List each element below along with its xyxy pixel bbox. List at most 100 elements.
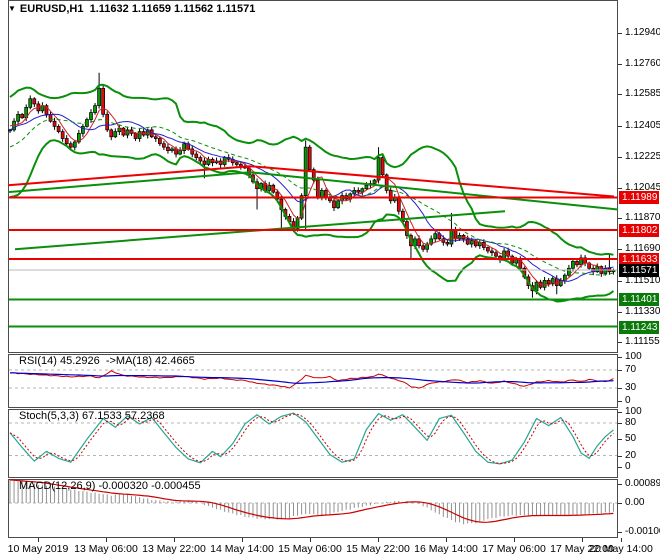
rsi-plot[interactable]: RSI(14) 45.2926 ->MA(18) 42.4665 <box>8 354 618 408</box>
price-tick-label: 1.12045 <box>625 182 660 193</box>
trendline <box>8 171 251 194</box>
price-badge: 1.11571 <box>619 264 659 277</box>
candle-body-bull <box>178 150 182 155</box>
price-scale[interactable]: 1.12940 1.12760 1.12585 1.12405 1.12225 1.120… <box>618 0 660 560</box>
price-badge: 1.11401 <box>619 293 659 306</box>
trendline <box>249 171 618 211</box>
price-tick-mark <box>618 281 622 282</box>
time-tick-mark <box>378 538 379 542</box>
time-label: 14 May 14:00 <box>210 543 274 555</box>
candle-body-bear <box>315 179 320 198</box>
indicator-axis-label: 100 <box>625 406 642 417</box>
price-tick-mark <box>618 249 622 250</box>
time-tick-mark <box>621 538 622 542</box>
indicator-tick-mark <box>618 357 622 358</box>
time-label: 13 May 22:00 <box>142 543 206 555</box>
indicator-axis-label: 80 <box>625 417 637 428</box>
candle-body-bull <box>299 195 304 219</box>
candle-body-bear <box>133 132 138 139</box>
candle-body-bear <box>105 113 110 131</box>
price-tick-mark <box>618 188 622 189</box>
stoch-d-line <box>9 413 614 464</box>
candle-body-bear <box>506 250 510 257</box>
time-label: 17 May 06:00 <box>482 543 546 555</box>
candle-body-bull <box>514 259 519 264</box>
panel-border <box>8 409 618 478</box>
candle-body-bull <box>81 126 85 134</box>
time-label: 16 May 14:00 <box>414 543 478 555</box>
candle-body-bull <box>8 129 12 132</box>
price-badge: 1.11633 <box>619 253 659 266</box>
time-scale[interactable]: 10 May 2019 13 May 06:00 13 May 22:00 14 Ma… <box>0 538 660 560</box>
stochastic-label: Stoch(5,3,3) 67.1533 57.2368 <box>19 410 165 422</box>
candle-body-bear <box>307 146 312 171</box>
indicator-tick-mark <box>618 467 622 468</box>
price-tick-label: 1.12940 <box>625 27 660 38</box>
indicator-axis-label: 50 <box>625 433 637 444</box>
candle-body-bear <box>554 278 559 286</box>
candle-body-bull <box>469 240 474 245</box>
bollinger-upper-band <box>9 83 614 256</box>
price-tick-mark <box>618 94 622 95</box>
candle-body-bull <box>267 184 272 191</box>
indicator-axis-label: 0.000892 <box>625 478 660 489</box>
price-badge: 1.11802 <box>619 224 659 237</box>
candle-body-bear <box>396 197 401 212</box>
candle-body-bear <box>453 229 458 240</box>
stoch-k-line <box>9 412 614 465</box>
indicator-tick-mark <box>618 412 622 413</box>
stochastic-plot[interactable]: Stoch(5,3,3) 67.1533 57.2368 <box>8 409 618 478</box>
candle-body-bull <box>425 243 429 250</box>
rsi-line <box>9 370 614 389</box>
candle-body-bear <box>417 238 421 247</box>
candle-body-bull <box>72 141 77 148</box>
indicator-tick-mark <box>618 532 622 533</box>
candle-body-bear <box>421 245 425 250</box>
candle-body-bull <box>429 238 434 245</box>
candle-body-bear <box>20 113 24 119</box>
chart-title: ▼ EURUSD,H1 1.11632 1.11659 1.11562 1.115… <box>8 3 255 15</box>
candle-body-bear <box>546 280 551 285</box>
candle-body-bull <box>534 281 539 292</box>
price-tick-label: 1.12405 <box>625 120 660 131</box>
main-chart-plot[interactable] <box>8 0 618 353</box>
panel-border <box>8 0 618 353</box>
candle-body-bull <box>550 278 555 285</box>
bollinger-middle-band <box>9 118 614 276</box>
dropdown-arrow-icon: ▼ <box>8 4 16 13</box>
candle-body-bear <box>311 169 316 181</box>
candle-body-bear <box>575 261 579 266</box>
chart-title-text: EURUSD,H1 1.11632 1.11659 1.11562 1.1157… <box>19 3 256 15</box>
candle-body-bull <box>372 179 377 184</box>
time-tick-mark <box>174 538 175 542</box>
rsi-label: RSI(14) 45.2926 ->MA(18) 42.4665 <box>19 355 195 367</box>
candle-body-bear <box>388 190 393 202</box>
price-tick-label: 1.11510 <box>625 275 660 286</box>
candle-body-bear <box>445 241 450 245</box>
candle-body-bull <box>170 148 174 151</box>
candle-body-bull <box>449 229 454 245</box>
candle-body-bull <box>364 184 369 190</box>
macd-plot[interactable]: MACD(12,26,9) -0.000320 -0.000455 <box>8 479 618 538</box>
indicator-axis-label: 30 <box>625 382 637 393</box>
indicator-tick-mark <box>618 370 622 371</box>
time-label: 15 May 06:00 <box>278 543 342 555</box>
candle-body-bear <box>486 247 490 252</box>
trendline <box>249 165 615 198</box>
candle-body-bull <box>579 257 583 266</box>
candle-body-bull <box>97 88 101 107</box>
price-badge: 1.11989 <box>619 191 659 204</box>
candle-body-bull <box>16 113 20 122</box>
candle-body-bull <box>137 131 142 139</box>
candle-body-bear <box>68 143 73 148</box>
candle-body-bear <box>162 143 166 148</box>
candle-body-bear <box>275 191 280 200</box>
indicator-tick-mark <box>618 401 622 402</box>
price-badge: 1.11243 <box>619 321 659 334</box>
candle-body-bear <box>109 129 114 138</box>
candle-body-bull <box>182 143 186 151</box>
bollinger-lower-band <box>9 139 615 303</box>
price-tick-mark <box>618 342 622 343</box>
price-tick-label: 1.12585 <box>625 88 660 99</box>
